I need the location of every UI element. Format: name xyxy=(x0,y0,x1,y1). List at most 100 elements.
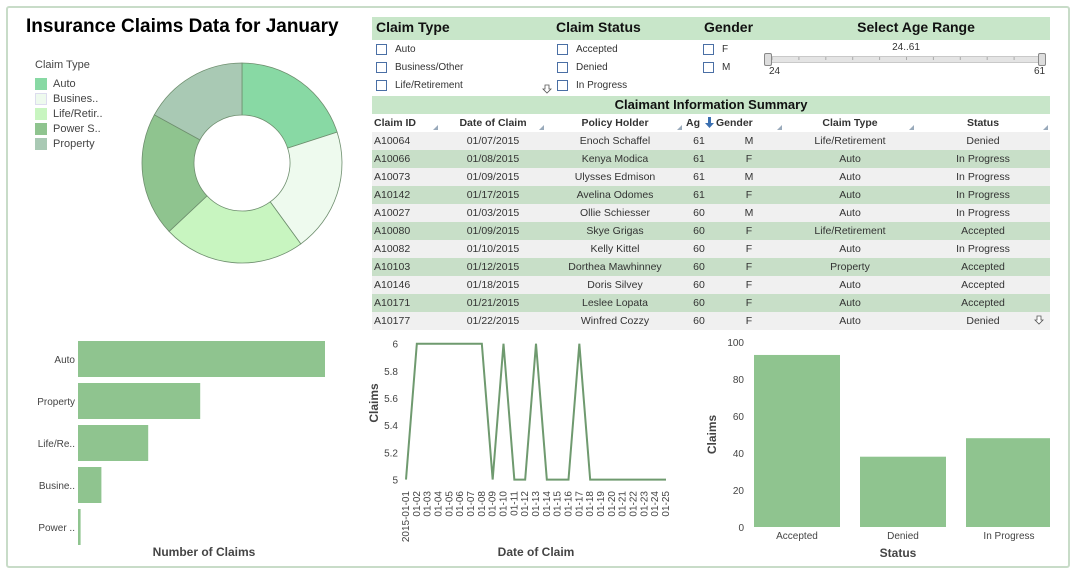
x-tick-label: 01-25 xyxy=(661,491,672,517)
sort-descending-icon[interactable] xyxy=(705,117,714,128)
pie-legend-item[interactable]: Busines.. xyxy=(35,91,103,106)
pie-legend-item[interactable]: Auto xyxy=(35,76,103,91)
pie-slice-auto[interactable] xyxy=(241,62,338,149)
table-cell: Accepted xyxy=(916,222,1050,240)
x-axis-title: Date of Claim xyxy=(498,545,575,559)
checkbox-denied[interactable] xyxy=(557,61,568,73)
col-header-policy-holder[interactable]: Policy Holder xyxy=(546,114,684,132)
table-row[interactable]: A10027 01/03/2015 Ollie Schiesser 60 M Auto In… xyxy=(372,204,1050,222)
age-slider-max-handle[interactable] xyxy=(1038,53,1046,66)
header-label: Claim Type xyxy=(822,117,878,129)
bar-denied[interactable] xyxy=(860,456,946,527)
table-row[interactable]: A10177 01/22/2015 Winfred Cozzy 60 F Auto Deni… xyxy=(372,312,1050,330)
claim-type-filter-title: Claim Type xyxy=(372,17,552,40)
y-tick-label: 0 xyxy=(738,523,744,534)
sort-handle-icon[interactable] xyxy=(777,125,782,130)
bar-in-progress[interactable] xyxy=(966,438,1050,527)
pie-slice-busines[interactable] xyxy=(269,131,343,245)
table-cell: Ollie Schiesser xyxy=(546,204,684,222)
filter-option-m[interactable]: M xyxy=(703,58,730,76)
scroll-down-icon[interactable] xyxy=(542,84,552,94)
table-cell: M xyxy=(714,168,784,186)
table-cell: 60 xyxy=(684,276,714,294)
checkbox-in-progress[interactable] xyxy=(557,79,568,91)
table-cell: F xyxy=(714,276,784,294)
sort-handle-icon[interactable] xyxy=(539,125,544,130)
filter-option-life-retirement[interactable]: Life/Retirement xyxy=(376,76,463,94)
checkbox-m[interactable] xyxy=(703,61,714,73)
bar-accepted[interactable] xyxy=(754,354,840,527)
col-header-claim-id[interactable]: Claim ID xyxy=(372,114,440,132)
checkbox-auto[interactable] xyxy=(376,43,387,55)
age-slider-min-handle[interactable] xyxy=(764,53,772,66)
pie-legend-item[interactable]: Power S.. xyxy=(35,121,103,136)
table-cell: In Progress xyxy=(916,204,1050,222)
sort-handle-icon[interactable] xyxy=(433,125,438,130)
x-tick-label: 01-23 xyxy=(639,491,650,517)
table-cell: 61 xyxy=(684,186,714,204)
table-cell: A10080 xyxy=(372,222,440,240)
legend-swatch xyxy=(35,77,47,90)
checkbox-f[interactable] xyxy=(703,43,714,55)
sort-handle-icon[interactable] xyxy=(909,125,914,130)
y-tick-label: 5.2 xyxy=(384,448,398,459)
option-label: Accepted xyxy=(576,43,618,55)
table-cell: In Progress xyxy=(916,186,1050,204)
x-tick-label: 01-16 xyxy=(564,491,575,517)
table-cell: F xyxy=(714,186,784,204)
line-series[interactable] xyxy=(405,342,666,481)
col-header-age[interactable]: Ag xyxy=(684,114,714,132)
filter-option-denied[interactable]: Denied xyxy=(557,58,627,76)
bar-1[interactable] xyxy=(78,383,201,419)
pie-legend-item[interactable]: Property xyxy=(35,136,103,151)
pie-legend-item[interactable]: Life/Retir.. xyxy=(35,106,103,121)
pie-slice-power-s[interactable] xyxy=(141,114,208,233)
x-tick-label: 01-07 xyxy=(466,491,477,517)
table-row[interactable]: A10082 01/10/2015 Kelly Kittel 60 F Auto In Pr… xyxy=(372,240,1050,258)
table-scroll-down-icon[interactable] xyxy=(1034,315,1044,325)
col-header-gender[interactable]: Gender xyxy=(714,114,784,132)
bar-category-label: Auto xyxy=(54,355,75,366)
table-cell: M xyxy=(714,204,784,222)
table-cell: Kenya Modica xyxy=(546,150,684,168)
y-axis-title: Claims xyxy=(705,415,719,455)
table-cell: Auto xyxy=(784,312,916,330)
table-cell: F xyxy=(714,294,784,312)
pie-slice-life-retir[interactable] xyxy=(168,195,302,264)
pie-slice-property[interactable] xyxy=(153,62,243,141)
bar-category-label: Property xyxy=(37,397,75,408)
checkbox-accepted[interactable] xyxy=(557,43,568,55)
filter-option-f[interactable]: F xyxy=(703,40,730,58)
col-header-date[interactable]: Date of Claim xyxy=(440,114,546,132)
table-cell: Auto xyxy=(784,240,916,258)
table-row[interactable]: A10142 01/17/2015 Avelina Odomes 61 F Auto In … xyxy=(372,186,1050,204)
col-header-status[interactable]: Status xyxy=(916,114,1050,132)
filter-option-in-progress[interactable]: In Progress xyxy=(557,76,627,94)
table-cell: 01/08/2015 xyxy=(440,150,546,168)
sort-handle-icon[interactable] xyxy=(677,125,682,130)
x-tick-label: 01-14 xyxy=(542,491,553,517)
option-label: In Progress xyxy=(576,79,628,91)
table-row[interactable]: A10066 01/08/2015 Kenya Modica 61 F Auto In Pr… xyxy=(372,150,1050,168)
bar-3[interactable] xyxy=(78,467,102,503)
table-cell: Winfred Cozzy xyxy=(546,312,684,330)
checkbox-business-other[interactable] xyxy=(376,61,387,73)
bar-0[interactable] xyxy=(78,341,325,377)
filter-option-business-other[interactable]: Business/Other xyxy=(376,58,463,76)
table-row[interactable]: A10103 01/12/2015 Dorthea Mawhinney 60 F Prop… xyxy=(372,258,1050,276)
filter-option-auto[interactable]: Auto xyxy=(376,40,463,58)
table-row[interactable]: A10064 01/07/2015 Enoch Schaffel 61 M Life/Re… xyxy=(372,132,1050,150)
age-slider-ticks xyxy=(771,57,1042,60)
table-row[interactable]: A10080 01/09/2015 Skye Grigas 60 F Life/Retir… xyxy=(372,222,1050,240)
table-row[interactable]: A10171 01/21/2015 Leslee Lopata 60 F Auto Acce… xyxy=(372,294,1050,312)
claim-type-filter: Auto Business/Other Life/Retirement xyxy=(376,40,463,94)
table-row[interactable]: A10073 01/09/2015 Ulysses Edmison 61 M Auto In… xyxy=(372,168,1050,186)
col-header-claim-type[interactable]: Claim Type xyxy=(784,114,916,132)
checkbox-life-retirement[interactable] xyxy=(376,79,387,91)
filter-option-accepted[interactable]: Accepted xyxy=(557,40,627,58)
bar-4[interactable] xyxy=(78,509,81,545)
table-row[interactable]: A10146 01/18/2015 Doris Silvey 60 F Auto Accep… xyxy=(372,276,1050,294)
bar-2[interactable] xyxy=(78,425,149,461)
sort-handle-icon[interactable] xyxy=(1043,125,1048,130)
